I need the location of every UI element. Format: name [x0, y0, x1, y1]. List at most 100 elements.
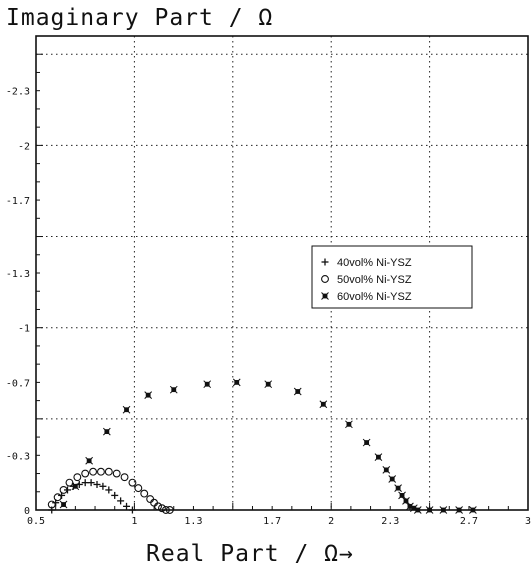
- data-point: [455, 506, 463, 514]
- tick-labels: 0.5 1 1.3 1.7 2 2.3 2.7 3 0 -0.3 -0.7 -1 -1.3 -1.7 -2 -…: [6, 87, 531, 527]
- asterisk-marker-d2: [319, 400, 328, 409]
- asterisk-marker-d2: [374, 453, 383, 461]
- asterisk-marker-d2: [425, 506, 434, 514]
- legend-marker: [321, 258, 329, 266]
- data-point: [150, 498, 159, 507]
- asterisk-marker-d2: [203, 380, 212, 389]
- data-point: [123, 502, 131, 510]
- data-point: [128, 478, 137, 487]
- data-point: [59, 485, 68, 494]
- asterisk-marker-d2: [144, 391, 153, 399]
- data-point: [146, 495, 155, 504]
- grid-lines: [36, 36, 528, 510]
- asterisk-marker-d2: [455, 506, 463, 514]
- y-tick-label: -1.7: [6, 196, 30, 207]
- data-point: [161, 506, 170, 514]
- axis-ticks: [35, 35, 529, 511]
- series-2: [47, 467, 174, 514]
- data-point: [425, 506, 434, 514]
- data-point: [169, 385, 178, 394]
- data-point: [71, 482, 80, 491]
- asterisk-marker-d2: [169, 385, 178, 394]
- y-tick-label: -2.3: [6, 87, 30, 98]
- data-point: [154, 502, 162, 511]
- asterisk-marker-d2: [398, 491, 406, 500]
- asterisk-marker-d2: [382, 466, 391, 474]
- data-point: [128, 506, 136, 514]
- asterisk-marker-d2: [413, 506, 422, 514]
- data-point: [264, 380, 273, 389]
- asterisk-marker-d2: [264, 380, 273, 389]
- data-point: [73, 473, 82, 482]
- data-point: [96, 467, 105, 476]
- data-point: [134, 484, 143, 493]
- data-point: [140, 489, 149, 498]
- data-point: [93, 480, 101, 488]
- x-axis-label: Real Part / Ω→: [146, 541, 354, 567]
- asterisk-marker-d2: [388, 475, 397, 483]
- data-point: [413, 506, 422, 514]
- y-tick-label: -1: [18, 324, 30, 335]
- data-point: [85, 456, 93, 465]
- y-tick-label: -2: [18, 141, 30, 152]
- data-point: [102, 427, 111, 436]
- y-tick-label: -0.7: [6, 378, 30, 389]
- data-point: [382, 466, 391, 474]
- data-point: [374, 453, 383, 461]
- data-point: [362, 438, 371, 447]
- asterisk-marker-d2: [439, 506, 448, 514]
- y-tick-label: 0: [24, 506, 30, 517]
- asterisk-marker-d2: [59, 500, 68, 509]
- data-point: [203, 380, 212, 389]
- asterisk-marker-d2: [293, 387, 302, 396]
- legend: 40vol% Ni-YSZ 50vol% Ni-YSZ 60vol% Ni-YSZ: [311, 245, 473, 309]
- data-point: [47, 500, 56, 509]
- data-point: [319, 400, 328, 409]
- data-point: [59, 500, 68, 509]
- data-point: [120, 473, 129, 482]
- data-point: [99, 482, 107, 490]
- data-point: [81, 469, 90, 478]
- data-series: [47, 378, 477, 514]
- data-point: [53, 493, 62, 502]
- data-point: [122, 405, 131, 414]
- data-point: [469, 506, 477, 514]
- data-point: [388, 475, 397, 483]
- x-tick-label: 2.7: [460, 516, 478, 527]
- chart-title: Imaginary Part / Ω: [6, 5, 273, 31]
- y-tick-label: -1.3: [6, 269, 30, 280]
- data-point: [89, 467, 98, 476]
- data-point: [345, 420, 353, 429]
- x-tick-label: 1.3: [184, 516, 202, 527]
- data-point: [87, 479, 95, 487]
- asterisk-marker-d2: [402, 497, 410, 505]
- asterisk-marker-d2: [321, 292, 329, 300]
- data-point: [232, 378, 241, 387]
- asterisk-marker-d2: [362, 438, 371, 447]
- legend-box: [311, 245, 473, 309]
- asterisk-marker-d2: [406, 502, 414, 511]
- asterisk-marker-d2: [345, 420, 353, 429]
- data-point: [394, 484, 402, 492]
- x-tick-label: 3: [525, 516, 531, 527]
- asterisk-marker-d2: [102, 427, 111, 436]
- asterisk-marker-d2: [410, 504, 418, 513]
- legend-marker: [321, 292, 329, 300]
- data-point: [293, 387, 302, 396]
- data-point: [158, 504, 166, 513]
- x-tick-label: 2: [328, 516, 334, 527]
- data-point: [144, 391, 153, 399]
- x-tick-label: 2.3: [381, 516, 399, 527]
- x-tick-label: 1: [131, 516, 137, 527]
- legend-marker: [321, 275, 329, 283]
- data-point: [165, 506, 174, 514]
- data-point: [105, 486, 113, 494]
- data-point: [439, 506, 448, 514]
- legend-label: 50vol% Ni-YSZ: [337, 274, 412, 286]
- data-point: [111, 491, 119, 499]
- asterisk-marker-d2: [469, 506, 477, 514]
- asterisk-marker-d2: [394, 484, 402, 492]
- asterisk-marker-d2: [85, 456, 93, 465]
- asterisk-marker-d2: [122, 405, 131, 414]
